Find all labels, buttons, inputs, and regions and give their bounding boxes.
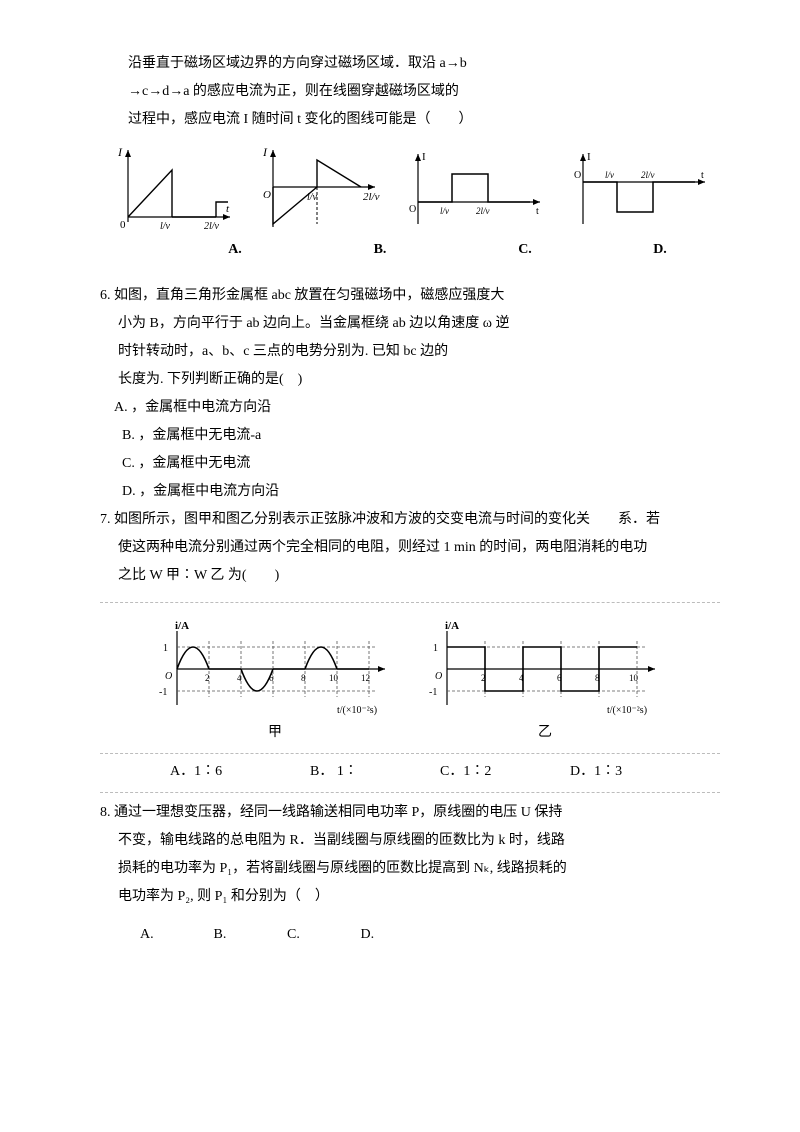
svg-text:4: 4	[519, 673, 524, 683]
svg-text:-1: -1	[159, 687, 167, 698]
svg-text:2: 2	[481, 673, 486, 683]
q7-stem3: 之比 W 甲∶W 乙 为( )	[100, 562, 720, 590]
q6-opt-b: B. ，金属框中无电流-a	[100, 422, 720, 450]
q7-opt-d: D．1∶3	[570, 758, 690, 786]
svg-text:1: 1	[433, 643, 438, 654]
svg-text:8: 8	[595, 673, 600, 683]
label-d: D.	[600, 236, 720, 264]
q5-graph-c: I t O l/v 2l/v	[400, 142, 545, 232]
q5-graph-d: I t O l/v 2l/v	[565, 142, 710, 232]
svg-text:2l/v: 2l/v	[476, 206, 490, 216]
svg-text:I: I	[587, 151, 591, 163]
svg-text:O: O	[263, 189, 271, 201]
label-b: B.	[310, 236, 450, 264]
q8-opt-a: A.	[140, 921, 210, 949]
q7-opt-a: A．1∶6	[170, 758, 310, 786]
svg-text:t/(×10⁻²s): t/(×10⁻²s)	[607, 705, 647, 716]
q8-opt-c: C.	[287, 921, 357, 949]
q5-option-labels: A. B. C. D.	[100, 236, 720, 264]
q5-graph-b: I 2l/v t O l/v	[255, 142, 380, 232]
label-a: A.	[100, 236, 310, 264]
q7-stem1: 7. 如图所示，图甲和图乙分别表示正弦脉冲波和方波的交变电流与时间的变化关 系．…	[100, 506, 720, 534]
q6-opt-a: A. ，金属框中电流方向沿	[100, 394, 720, 422]
exam-page: 沿垂直于磁场区域边界的方向穿过磁场区域．取沿 a→b →c→d→a 的感应电流为…	[0, 0, 800, 989]
q7-opt-c: C．1∶2	[440, 758, 570, 786]
svg-text:4: 4	[237, 673, 242, 683]
q6-stem3: 时针转动时，a、b、c 三点的电势分别为. 已知 bc 边的	[100, 338, 720, 366]
svg-text:2l/v: 2l/v	[641, 170, 655, 180]
caption-jia: 甲	[155, 719, 395, 747]
separator	[100, 792, 720, 793]
q7-stem2: 使这两种电流分别通过两个完全相同的电阻，则经过 1 min 的时间，两电阻消耗的…	[100, 534, 720, 562]
origin: 0	[120, 219, 126, 231]
svg-text:O: O	[574, 170, 581, 181]
q8-stem2: 不变，输电线路的总电阻为 R．当副线圈与原线圈的匝数比为 k 时，线路	[100, 827, 720, 855]
axis-t: t	[226, 203, 230, 215]
q8-options: A. B. C. D.	[100, 921, 720, 949]
svg-text:2: 2	[205, 673, 210, 683]
svg-text:t/(×10⁻²s): t/(×10⁻²s)	[337, 705, 377, 716]
q6-stem1: 6. 如图，直角三角形金属框 abc 放置在匀强磁场中，磁感应强度大	[100, 282, 720, 310]
svg-text:O: O	[435, 671, 442, 682]
q7-options: A．1∶6 B． 1∶ C．1∶2 D．1∶3	[100, 758, 720, 786]
svg-text:O: O	[409, 204, 416, 215]
q5-graph-a: I t 0 l/v 2l/v	[110, 142, 235, 232]
svg-text:i/A: i/A	[445, 620, 459, 632]
q8-stem1: 8. 通过一理想变压器，经同一线路输送相同电功率 P，原线圈的电压 U 保持	[100, 799, 720, 827]
svg-text:1: 1	[163, 643, 168, 654]
svg-text:8: 8	[301, 673, 306, 683]
caption-yi: 乙	[425, 719, 665, 747]
svg-text:6: 6	[557, 673, 562, 683]
q6-stem2: 小为 B，方向平行于 ab 边向上。当金属框绕 ab 边以角速度 ω 逆	[100, 310, 720, 338]
svg-text:6: 6	[269, 673, 274, 683]
q7-opt-b: B． 1∶	[310, 758, 440, 786]
svg-text:O: O	[165, 671, 172, 682]
svg-text:10: 10	[629, 673, 639, 683]
q7-figure-yi: i/A 1 -1 O 2 4 6	[425, 617, 665, 747]
q8-stem4: 电功率为 P₂, 则 P₁ 和分别为（ ）	[100, 883, 720, 911]
svg-text:I: I	[422, 151, 426, 163]
svg-text:10: 10	[329, 673, 339, 683]
q6-stem4: 长度为. 下列判断正确的是( )	[100, 366, 720, 394]
svg-text:i/A: i/A	[175, 620, 189, 632]
axis-I: I	[117, 145, 123, 159]
q8-opt-d: D.	[361, 921, 431, 949]
q5-line1: 沿垂直于磁场区域边界的方向穿过磁场区域．取沿 a→b	[100, 50, 720, 78]
q5-line3: 过程中，感应电流 I 随时间 t 变化的图线可能是（ ）	[100, 106, 720, 134]
svg-text:t: t	[536, 206, 539, 217]
q5-line2: →c→d→a 的感应电流为正，则在线圈穿越磁场区域的	[100, 78, 720, 106]
q7-figure-row: i/A 1 -1 O	[100, 602, 720, 754]
q8-stem3: 损耗的电功率为 P₁，若将副线圈与原线圈的匝数比提高到 Nₖ, 线路损耗的	[100, 855, 720, 883]
label-c: C.	[450, 236, 600, 264]
svg-text:l/v: l/v	[440, 206, 449, 216]
svg-text:l/v: l/v	[307, 192, 318, 203]
tick-lv-a: l/v	[160, 221, 171, 232]
svg-text:t: t	[701, 170, 704, 181]
q7-figure-jia: i/A 1 -1 O	[155, 617, 395, 747]
svg-text:12: 12	[361, 673, 370, 683]
svg-text:2l/v t: 2l/v t	[363, 191, 380, 203]
svg-text:-1: -1	[429, 687, 437, 698]
svg-text:I: I	[262, 145, 268, 159]
q6-opt-c: C. ，金属框中无电流	[100, 450, 720, 478]
q5-graph-row: I t 0 l/v 2l/v I 2l/v t	[100, 142, 720, 232]
q8-opt-b: B.	[214, 921, 284, 949]
tick-2lv-a: 2l/v	[204, 221, 220, 232]
q6-opt-d: D. ，金属框中电流方向沿	[100, 478, 720, 506]
svg-text:l/v: l/v	[605, 170, 614, 180]
